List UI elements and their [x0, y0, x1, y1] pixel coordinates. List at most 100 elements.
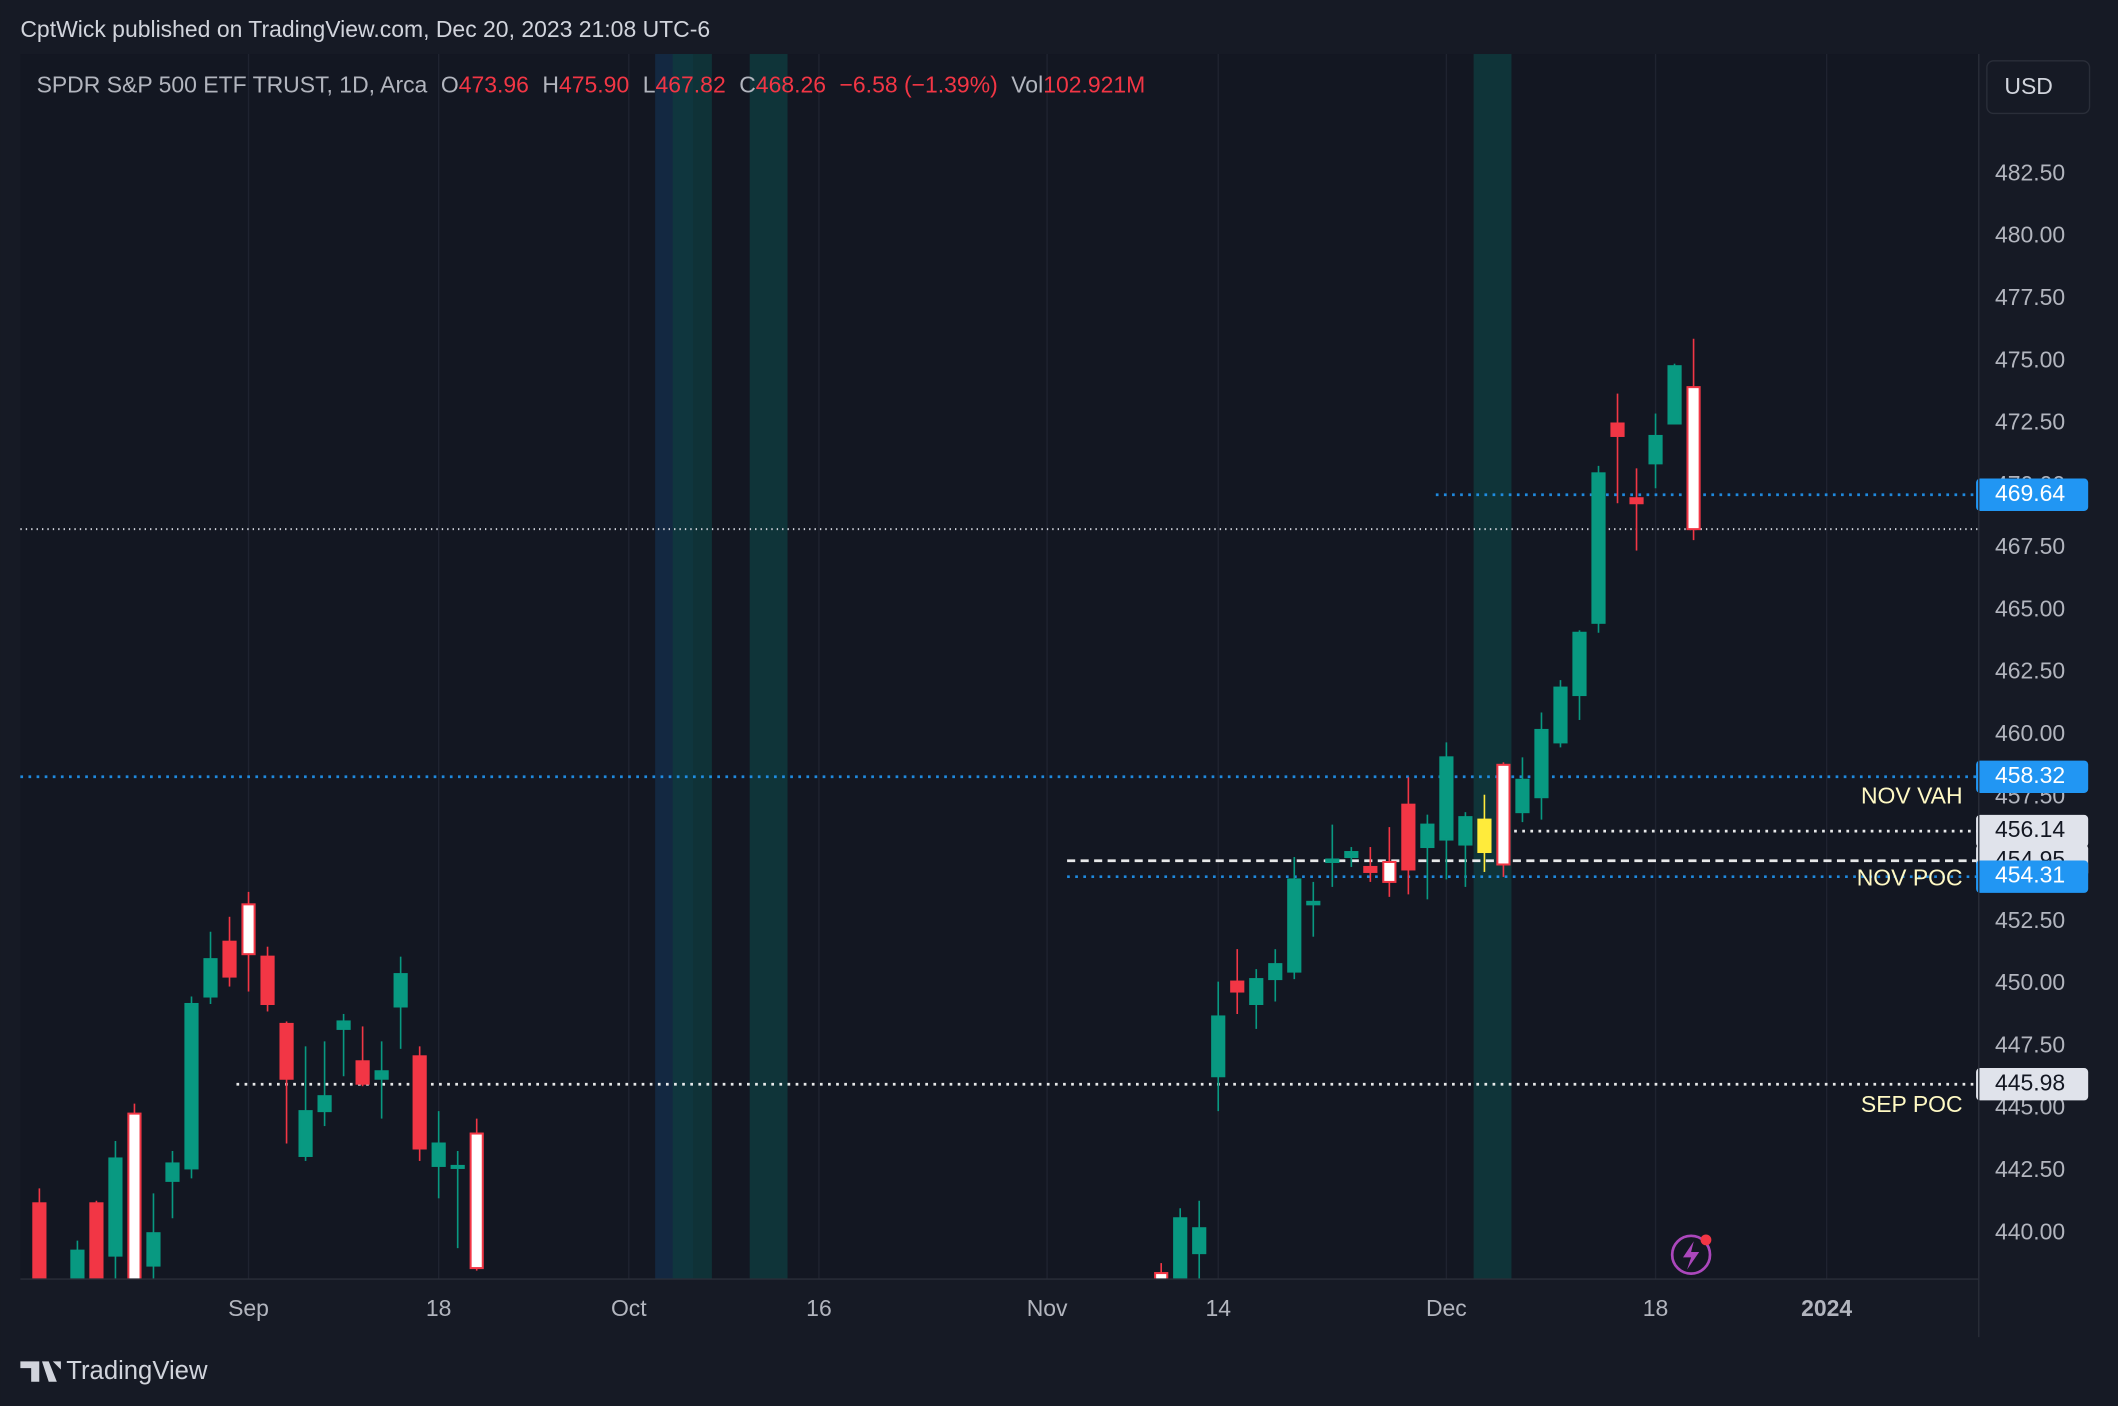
x-tick-label: 18: [426, 1295, 452, 1321]
legend-change: −6.58 (−1.39%): [840, 72, 998, 98]
candle-body: [298, 1110, 313, 1157]
candle-body: [1230, 980, 1245, 993]
candle-body: [1173, 1217, 1188, 1280]
level-price-box: [1976, 860, 2089, 893]
legend-key: C: [739, 72, 756, 98]
y-tick-label: 472.50: [1995, 409, 2065, 435]
candle-body: [431, 1142, 446, 1167]
candle-body: [1401, 803, 1416, 871]
y-tick-label: 465.00: [1995, 595, 2065, 621]
y-tick-label: 462.50: [1995, 658, 2065, 684]
candle-body: [355, 1060, 370, 1085]
candle-body: [1496, 763, 1511, 866]
candle-body: [184, 1002, 199, 1170]
legend: SPDR S&P 500 ETF TRUST, 1D, Arca O473.96 H…: [37, 72, 1146, 98]
candle-body: [1192, 1227, 1207, 1255]
alert-bolt: [1682, 1241, 1700, 1270]
candle-body: [127, 1112, 142, 1280]
candle-body: [203, 958, 218, 998]
level-price-label: 458.32: [1995, 762, 2065, 788]
header-text: CptWick published on TradingView.com, De…: [20, 16, 710, 42]
candle-body: [279, 1022, 294, 1080]
annotation: NOV VAH: [1861, 782, 1963, 808]
plot-area: [20, 54, 1979, 1280]
legend-value: 475.90: [559, 72, 629, 98]
candle-body: [1648, 434, 1663, 465]
currency-button[interactable]: [1986, 60, 2091, 115]
legend-key: H: [542, 72, 559, 98]
alert-dot: [1700, 1234, 1712, 1246]
y-tick-label: 442.50: [1995, 1156, 2065, 1182]
legend-key: O: [441, 72, 459, 98]
candle-body: [1686, 386, 1701, 531]
candle-body: [336, 1020, 351, 1030]
y-tick-label: 475.00: [1995, 346, 2065, 372]
candle-body: [1325, 858, 1340, 863]
y-tick-label: 450.00: [1995, 969, 2065, 995]
legend-value: 467.82: [656, 72, 726, 98]
y-tick-label: 460.00: [1995, 720, 2065, 746]
legend-value: 102.921M: [1043, 72, 1145, 98]
highlight-band: [749, 54, 788, 1280]
y-tick-label: 452.50: [1995, 907, 2065, 933]
candle-body: [32, 1202, 47, 1280]
level-price-label: 445.98: [1995, 1069, 2065, 1095]
candle-body: [260, 955, 275, 1006]
x-tick-label: 2024: [1801, 1295, 1852, 1321]
candle-body: [241, 903, 256, 956]
annotation: SEP POC: [1861, 1091, 1963, 1117]
legend-value: 468.26: [756, 72, 826, 98]
candle-body: [1154, 1272, 1169, 1280]
x-tick-label: 16: [806, 1295, 832, 1321]
x-tick-label: Sep: [228, 1295, 269, 1321]
y-tick-label: 482.50: [1995, 159, 2065, 185]
levels: [20, 493, 1979, 1086]
alert-icon[interactable]: [1670, 1234, 1712, 1275]
highlight-band: [672, 54, 712, 1280]
x-tick-label: Nov: [1027, 1295, 1068, 1321]
x-tick-label: 14: [1205, 1295, 1231, 1321]
y-tick-label: 480.00: [1995, 222, 2065, 248]
currency-label[interactable]: USD: [2004, 73, 2052, 99]
candle-body: [393, 973, 408, 1008]
candle-body: [1610, 422, 1625, 437]
candle-body: [1211, 1015, 1226, 1078]
candle-body: [70, 1249, 85, 1280]
annotation: NOV POC: [1857, 864, 1963, 890]
candle-body: [1249, 978, 1264, 1006]
y-tick-label: 447.50: [1995, 1031, 2065, 1057]
candle-body: [412, 1055, 427, 1150]
legend-key: Vol: [1011, 72, 1043, 98]
level-price-label: 454.31: [1995, 862, 2065, 888]
highlight-band: [1473, 54, 1512, 1280]
candle-body: [1515, 778, 1530, 814]
candle-body: [165, 1162, 180, 1182]
candle-body: [1382, 860, 1397, 883]
candles: [32, 338, 1701, 1280]
candle-body: [146, 1232, 161, 1267]
candle-body: [1591, 472, 1606, 624]
candle-body: [1629, 497, 1644, 505]
candle-body: [222, 940, 237, 978]
level-price-box: [1976, 814, 2089, 848]
grid: [247, 54, 1828, 1280]
candle-body: [1306, 900, 1321, 906]
candle-body: [1667, 365, 1682, 425]
candle-body: [89, 1202, 104, 1280]
legend-key: L: [643, 72, 656, 98]
labels: 440.00442.50445.00447.50450.00452.50455.…: [228, 159, 2089, 1321]
candle-body: [1572, 631, 1587, 697]
candle-body: [1287, 878, 1302, 973]
level-price-label: 456.14: [1995, 816, 2065, 842]
level-price-box: [1976, 1068, 2089, 1101]
candle-body: [469, 1132, 484, 1270]
session-highlights: [655, 54, 1512, 1280]
legend-symbol: SPDR S&P 500 ETF TRUST, 1D, Arca: [37, 72, 428, 98]
brand-name: TradingView: [66, 1357, 208, 1385]
y-tick-label: 440.00: [1995, 1218, 2065, 1244]
candle-body: [1477, 818, 1492, 854]
candle-body: [1268, 963, 1283, 981]
candle-body: [374, 1070, 389, 1080]
candle-body: [1553, 686, 1568, 744]
